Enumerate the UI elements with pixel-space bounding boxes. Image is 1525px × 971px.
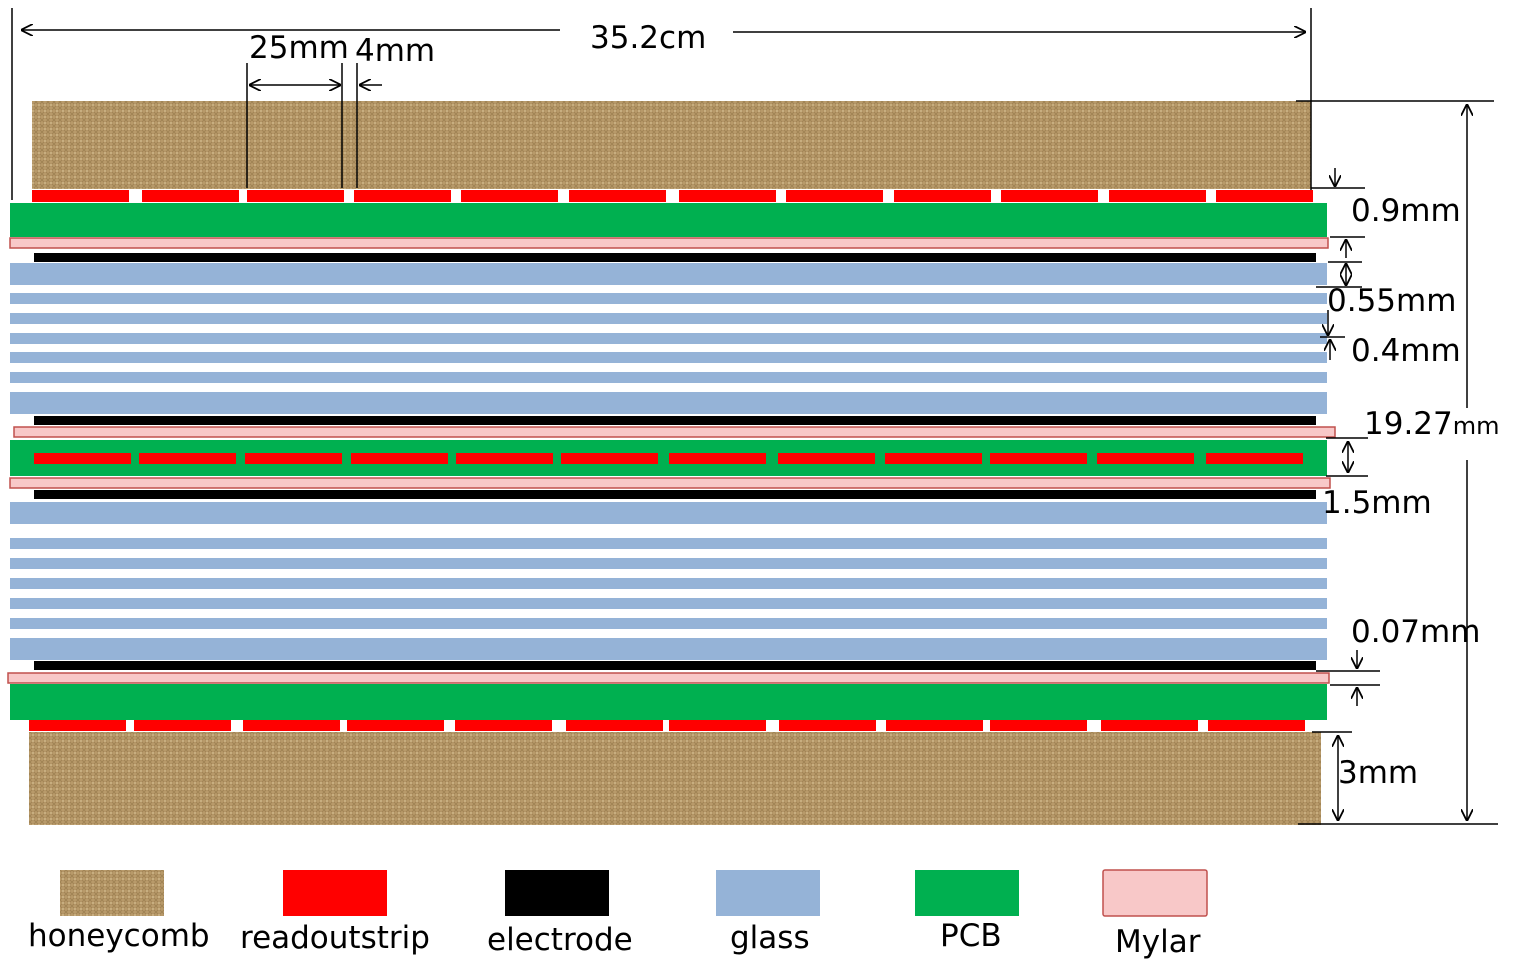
legend-label-mylar: Mylar — [1115, 924, 1201, 960]
readout-strip — [779, 720, 876, 731]
readout-strip — [990, 453, 1087, 464]
glass-plate — [10, 558, 1327, 569]
legend-swatch-glass — [716, 870, 820, 916]
glass-plate — [10, 638, 1327, 660]
top-readout-strips — [32, 190, 1313, 202]
readout-strip — [669, 720, 766, 731]
readout-strip — [247, 190, 344, 202]
legend-label-glass: glass — [730, 920, 810, 956]
readout-strip — [139, 453, 236, 464]
readout-strip — [351, 453, 448, 464]
legend-label-honeycomb: honeycomb — [28, 918, 210, 954]
top-pcb — [10, 203, 1327, 237]
readout-strip — [679, 190, 776, 202]
readout-strip — [561, 453, 658, 464]
bottom-pcb — [10, 684, 1327, 720]
readout-strip — [894, 190, 991, 202]
readout-strip — [29, 720, 126, 731]
readout-strip — [134, 720, 231, 731]
glass-plate — [10, 333, 1327, 344]
label-total-width: 35.2cm — [590, 20, 706, 56]
label-total-height-number: 19.27 — [1364, 406, 1453, 442]
readout-strip — [1216, 190, 1313, 202]
readout-strip — [885, 453, 982, 464]
label-glass-04: 0.4mm — [1351, 333, 1461, 369]
glass-plate — [10, 578, 1327, 589]
legend-swatch-readoutstrip — [283, 870, 387, 916]
label-gap-055: 0.55mm — [1327, 283, 1456, 319]
readout-strip — [1109, 190, 1206, 202]
legend-label-readoutstrip: readoutstrip — [240, 920, 430, 956]
glass-plate — [10, 372, 1327, 383]
glass-plate — [10, 293, 1327, 304]
readout-strip — [243, 720, 340, 731]
top-electrode — [34, 253, 1316, 262]
dimension-lines — [11, 8, 1498, 825]
legend-swatch-pcb — [915, 870, 1019, 916]
label-total-height: 19.27mm — [1364, 406, 1500, 442]
readout-strip — [669, 453, 766, 464]
label-total-height-unit: mm — [1453, 412, 1500, 440]
legend-swatch-mylar — [1102, 869, 1208, 917]
readout-strip — [786, 190, 883, 202]
lower-middle-mylar — [9, 477, 1331, 489]
bottom-electrode — [34, 661, 1316, 670]
readout-strip — [32, 190, 129, 202]
glass-plate — [10, 313, 1327, 324]
bottom-honeycomb — [29, 732, 1321, 825]
glass-plate — [10, 598, 1327, 609]
readout-strip — [1208, 720, 1305, 731]
glass-plate — [10, 352, 1327, 363]
label-strip-gap: 4mm — [355, 33, 435, 69]
bottom-mylar — [7, 672, 1330, 684]
readout-strip — [461, 190, 558, 202]
readout-strip — [1001, 190, 1098, 202]
readout-strip — [566, 720, 663, 731]
top-mylar — [9, 237, 1329, 249]
upper-middle-electrode — [34, 416, 1316, 425]
glass-plate — [10, 538, 1327, 549]
legend-swatch-honeycomb — [60, 870, 164, 916]
lower-middle-electrode — [34, 490, 1316, 499]
legend-swatch-electrode — [505, 870, 609, 916]
readout-strip — [569, 190, 666, 202]
upper-middle-mylar — [13, 426, 1336, 438]
readout-strip — [142, 190, 239, 202]
readout-strip — [1097, 453, 1194, 464]
label-middle-pcb: 1.5mm — [1322, 485, 1432, 521]
legend-label-electrode: electrode — [487, 922, 633, 958]
glass-plate — [10, 502, 1327, 524]
readout-strip — [354, 190, 451, 202]
readout-strip — [347, 720, 444, 731]
glass-plate — [10, 618, 1327, 629]
label-strip-width: 25mm — [249, 30, 349, 66]
bottom-glass-stack — [10, 502, 1327, 660]
bottom-readout-strips — [29, 720, 1305, 731]
glass-plate — [10, 263, 1327, 285]
glass-plate — [10, 392, 1327, 414]
label-pcb-thickness: 0.9mm — [1351, 193, 1461, 229]
readout-strip — [886, 720, 983, 731]
readout-strip — [778, 453, 875, 464]
legend: honeycomb readoutstrip electrode glass P… — [28, 869, 1208, 960]
readout-strip — [1101, 720, 1198, 731]
middle-readout-strips — [34, 453, 1303, 464]
label-honeycomb-3: 3mm — [1338, 755, 1418, 791]
readout-strip — [456, 453, 553, 464]
readout-strip — [990, 720, 1087, 731]
readout-strip — [245, 453, 342, 464]
readout-strip — [1206, 453, 1303, 464]
readout-strip — [455, 720, 552, 731]
top-glass-stack — [10, 263, 1327, 414]
top-honeycomb — [32, 101, 1311, 189]
readout-strip — [34, 453, 131, 464]
label-mylar-007: 0.07mm — [1351, 614, 1480, 650]
legend-label-pcb: PCB — [940, 918, 1002, 954]
